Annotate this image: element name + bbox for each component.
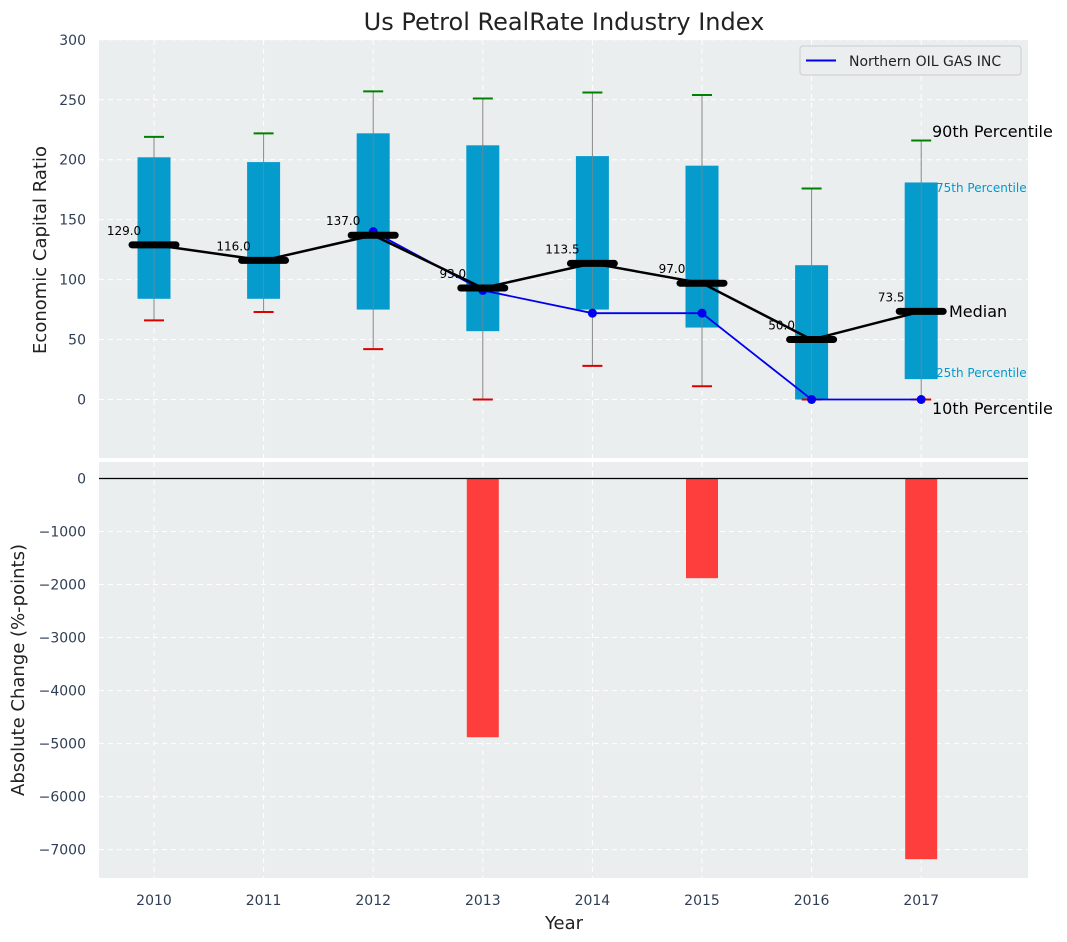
x-axis-label: Year: [544, 913, 584, 934]
median-value-label: 129.0: [107, 224, 141, 238]
company-point: [807, 395, 817, 404]
median-value-label: 97.0: [659, 262, 686, 276]
bottom-y-axis-label: Absolute Change (%-points): [8, 544, 29, 796]
bottom-y-tick-label: −4000: [39, 684, 86, 700]
change-bar: [466, 478, 499, 738]
median-value-label: 50.0: [768, 319, 795, 333]
median-series-line: [153, 233, 922, 341]
bottom-y-tick-label: −7000: [39, 843, 86, 859]
annotation-10th-percentile: 10th Percentile: [932, 399, 1053, 418]
legend: Northern OIL GAS INC: [799, 45, 1022, 76]
company-point: [587, 308, 597, 318]
x-tick-label: 2010: [136, 893, 172, 909]
x-tick-label: 2017: [903, 893, 939, 909]
bottom-y-tick-label: −3000: [39, 631, 86, 647]
legend-box: [799, 45, 1022, 76]
x-tick-label: 2013: [465, 893, 501, 909]
top-y-tick-label: 0: [77, 393, 86, 409]
change-bar: [905, 478, 938, 860]
annotation-90th-percentile: 90th Percentile: [932, 122, 1053, 141]
legend-company-label: Northern OIL GAS INC: [849, 54, 1001, 70]
top-y-tick-label: 200: [59, 153, 86, 169]
bottom-y-tick-label: −5000: [39, 737, 86, 753]
bottom-plot-area: [99, 462, 1028, 878]
bottom-y-tick-label: −1000: [39, 525, 86, 541]
x-tick-label: 2014: [575, 893, 611, 909]
change-bar: [686, 478, 718, 579]
bottom-y-tick-label: −2000: [39, 578, 86, 594]
median-value-label: 113.5: [545, 242, 579, 256]
annotation-75th-percentile: 75th Percentile: [936, 181, 1027, 195]
x-tick-label: 2011: [246, 893, 282, 909]
annotation-median: Median: [949, 302, 1007, 321]
top-y-tick-label: 100: [59, 273, 86, 289]
company-series-line: [372, 230, 922, 401]
company-point: [697, 308, 707, 318]
top-y-tick-label: 300: [59, 33, 86, 49]
chart-title: Us Petrol RealRate Industry Index: [364, 8, 765, 36]
median-value-label: 137.0: [326, 214, 360, 228]
top-y-axis-label: Economic Capital Ratio: [30, 146, 51, 354]
top-y-tick-label: 50: [68, 333, 86, 349]
x-tick-label: 2015: [684, 893, 720, 909]
median-value-label: 116.0: [216, 239, 250, 253]
top-y-tick-label: 150: [59, 213, 86, 229]
annotation-25th-percentile: 25th Percentile: [936, 366, 1027, 380]
x-tick-label: 2016: [794, 893, 830, 909]
median-value-label: 73.5: [878, 290, 905, 304]
bottom-y-tick-label: 0: [77, 472, 86, 488]
top-y-tick-label: 250: [59, 93, 86, 109]
median-value-label: 93.0: [439, 267, 466, 281]
bottom-y-tick-label: −6000: [39, 790, 86, 806]
x-tick-label: 2012: [355, 893, 391, 909]
company-point: [916, 395, 926, 404]
